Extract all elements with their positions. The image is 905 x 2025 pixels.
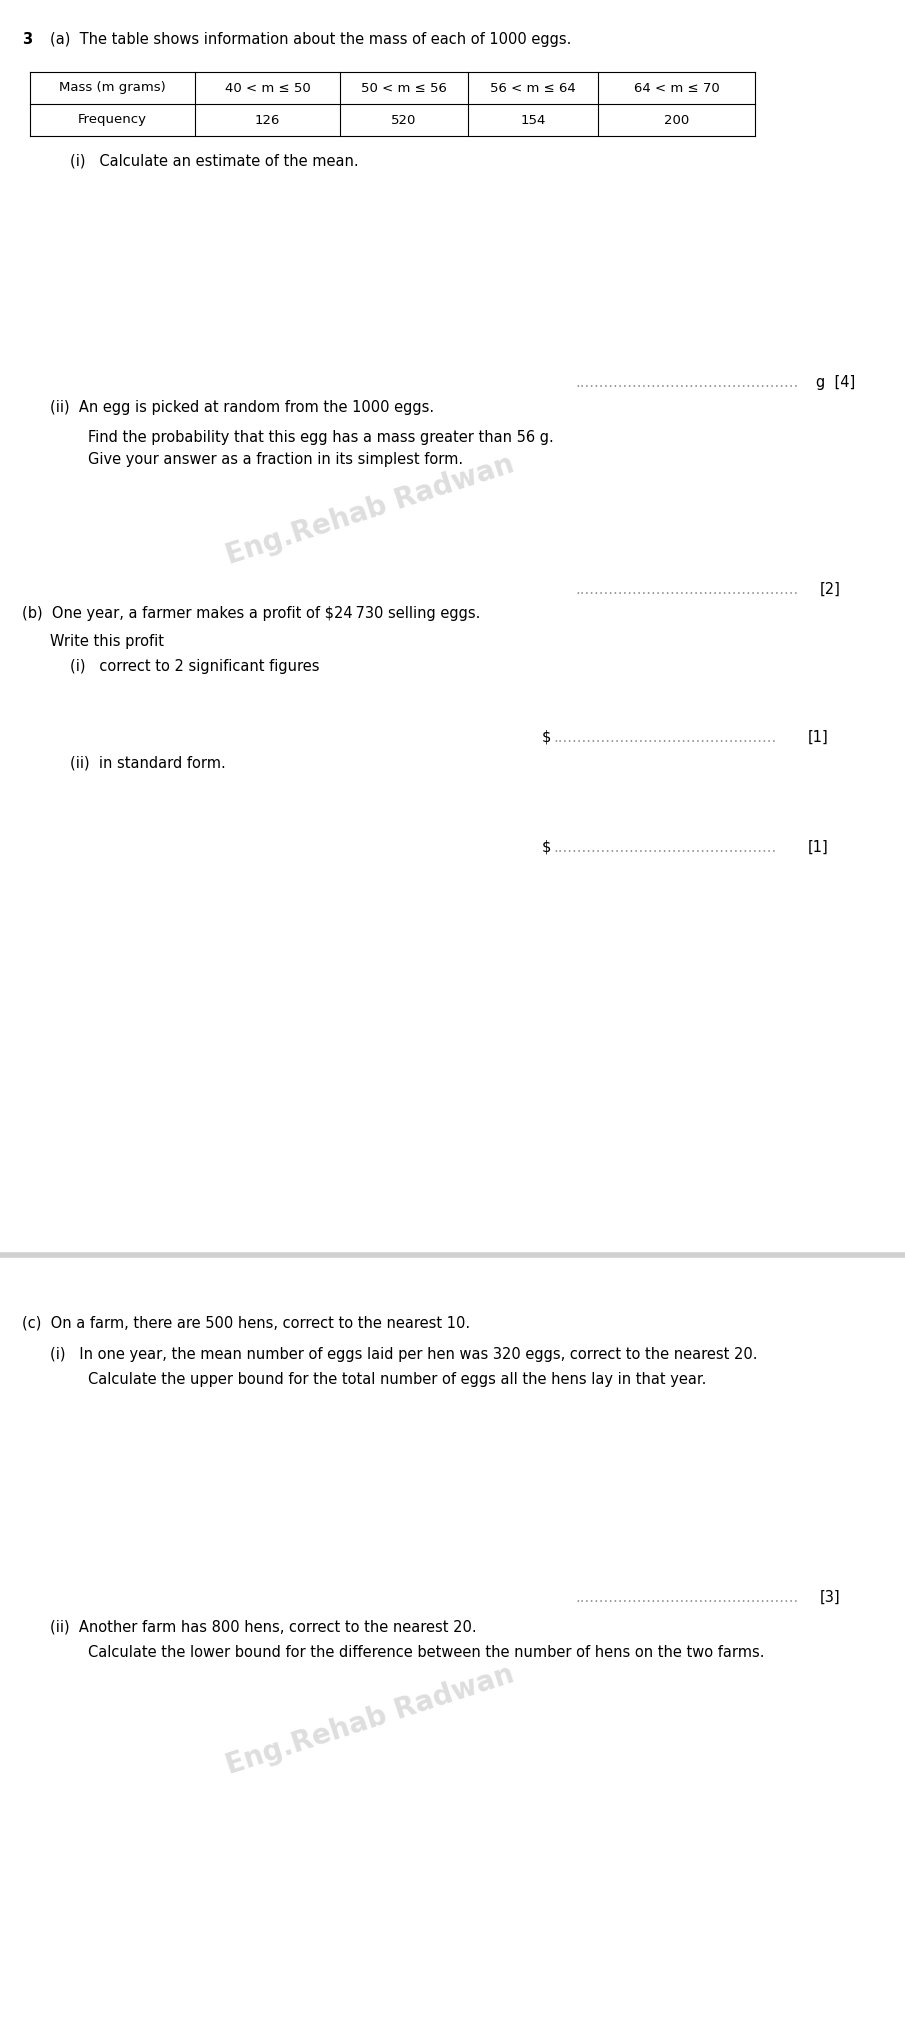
- Text: g  [4]: g [4]: [816, 375, 855, 391]
- Text: [1]: [1]: [808, 729, 829, 745]
- Text: 40 < m ≤ 50: 40 < m ≤ 50: [224, 81, 310, 95]
- Text: (i)   correct to 2 significant figures: (i) correct to 2 significant figures: [70, 658, 319, 674]
- Text: ...............................................: ........................................…: [553, 729, 776, 745]
- Text: [1]: [1]: [808, 840, 829, 855]
- Text: (i)   In one year, the mean number of eggs laid per hen was 320 eggs, correct to: (i) In one year, the mean number of eggs…: [50, 1347, 757, 1363]
- Text: 64 < m ≤ 70: 64 < m ≤ 70: [634, 81, 719, 95]
- Text: 3: 3: [22, 32, 32, 47]
- Text: (ii)  Another farm has 800 hens, correct to the nearest 20.: (ii) Another farm has 800 hens, correct …: [50, 1620, 477, 1634]
- Text: 56 < m ≤ 64: 56 < m ≤ 64: [491, 81, 576, 95]
- Text: (b)  One year, a farmer makes a profit of $24 730 selling eggs.: (b) One year, a farmer makes a profit of…: [22, 605, 481, 622]
- Text: $: $: [542, 729, 551, 745]
- Text: $: $: [542, 840, 551, 855]
- Text: Mass (m grams): Mass (m grams): [59, 81, 166, 95]
- Text: Write this profit: Write this profit: [50, 634, 164, 648]
- Text: ...............................................: ........................................…: [575, 375, 798, 391]
- Text: (ii)  An egg is picked at random from the 1000 eggs.: (ii) An egg is picked at random from the…: [50, 401, 434, 415]
- Text: [3]: [3]: [820, 1590, 841, 1606]
- Text: (c)  On a farm, there are 500 hens, correct to the nearest 10.: (c) On a farm, there are 500 hens, corre…: [22, 1314, 470, 1330]
- Text: (i)   Calculate an estimate of the mean.: (i) Calculate an estimate of the mean.: [70, 154, 358, 168]
- Text: Calculate the upper bound for the total number of eggs all the hens lay in that : Calculate the upper bound for the total …: [88, 1373, 707, 1387]
- Text: 50 < m ≤ 56: 50 < m ≤ 56: [361, 81, 447, 95]
- Text: 520: 520: [391, 113, 416, 126]
- Text: 154: 154: [520, 113, 546, 126]
- Text: Calculate the lower bound for the difference between the number of hens on the t: Calculate the lower bound for the differ…: [88, 1644, 765, 1660]
- Text: (a)  The table shows information about the mass of each of 1000 eggs.: (a) The table shows information about th…: [50, 32, 571, 47]
- Text: ...............................................: ........................................…: [575, 581, 798, 597]
- Text: ...............................................: ........................................…: [553, 840, 776, 855]
- Text: 126: 126: [255, 113, 281, 126]
- Text: Find the probability that this egg has a mass greater than 56 g.: Find the probability that this egg has a…: [88, 429, 554, 446]
- Text: Eng.Rehab Radwan: Eng.Rehab Radwan: [223, 1660, 518, 1780]
- Text: [2]: [2]: [820, 581, 841, 597]
- Text: Eng.Rehab Radwan: Eng.Rehab Radwan: [223, 450, 518, 569]
- Text: 200: 200: [664, 113, 689, 126]
- Text: Frequency: Frequency: [78, 113, 147, 126]
- Text: Give your answer as a fraction in its simplest form.: Give your answer as a fraction in its si…: [88, 452, 463, 468]
- Text: (ii)  in standard form.: (ii) in standard form.: [70, 755, 225, 770]
- Text: ...............................................: ........................................…: [575, 1590, 798, 1606]
